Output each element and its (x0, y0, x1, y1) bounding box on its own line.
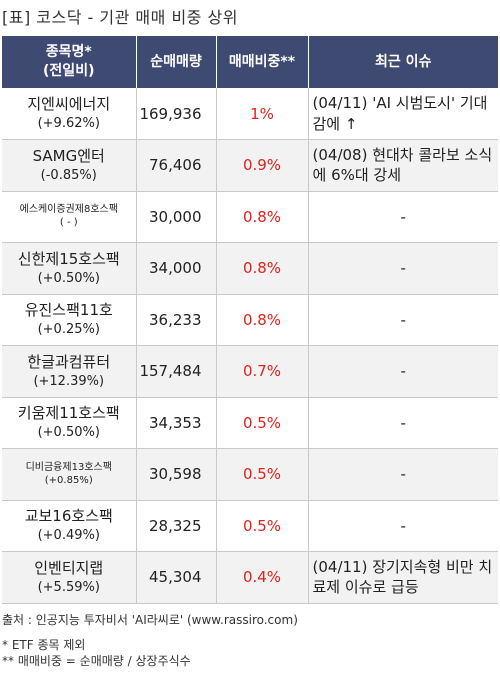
table-row: 인벤티지랩 (+5.59%) 45,304 0.4% (04/11) 장기지속형 비만 … (2, 551, 498, 604)
institution-trading-table: 종목명* (전일비) 순매매량 매매비중** 최근 이슈 지엔씨에너지 (+9.6… (2, 36, 498, 604)
table-row: 신한제15호스팩 (+0.50%) 34,000 0.8% - (2, 242, 498, 295)
trade-ratio: 1% (216, 88, 309, 140)
stock-name-cell: 지엔씨에너지 (+9.62%) (2, 88, 137, 140)
stock-change: (-0.85%) (40, 167, 97, 183)
stock-change: (+0.49%) (37, 528, 100, 544)
trade-ratio: 0.5% (216, 500, 309, 552)
recent-issue: - (400, 207, 406, 226)
stock-name: 인벤티지랩 (34, 558, 104, 577)
net-volume: 76,406 (136, 139, 217, 192)
recent-issue-cell: (04/11) 장기지속형 비만 치료제 이슈로 급등 (308, 551, 498, 604)
trade-ratio: 0.5% (216, 448, 309, 501)
net-volume: 157,484 (136, 345, 217, 398)
table-row: 교보16호스팩 (+0.49%) 28,325 0.5% - (2, 500, 498, 552)
recent-issue: (04/08) 현대차 콜라보 소식에 6%대 강세 (312, 146, 493, 185)
table-row: 유진스팩11호 (+0.25%) 36,233 0.8% - (2, 294, 498, 346)
stock-change: (+0.50%) (37, 425, 100, 441)
header-row: 종목명* (전일비) 순매매량 매매비중** 최근 이슈 (2, 36, 498, 88)
trade-ratio: 0.5% (216, 397, 309, 449)
stock-name-cell: 유진스팩11호 (+0.25%) (2, 294, 137, 346)
header-issue: 최근 이슈 (308, 36, 498, 88)
trade-ratio: 0.8% (216, 191, 309, 243)
stock-name-cell: SAMG엔터 (-0.85%) (2, 139, 137, 192)
recent-issue: (04/11) 장기지속형 비만 치료제 이슈로 급등 (312, 558, 493, 597)
stock-name-cell: 디비금융제13호스팩 (+0.85%) (2, 448, 137, 501)
table-title: [표] 코스닥 - 기관 매매 비중 상위 (2, 8, 238, 27)
net-volume: 34,000 (136, 242, 217, 295)
recent-issue: - (400, 259, 406, 278)
table-row: 디비금융제13호스팩 (+0.85%) 30,598 0.5% - (2, 448, 498, 501)
stock-name-cell: 신한제15호스팩 (+0.50%) (2, 242, 137, 295)
table-row: 지엔씨에너지 (+9.62%) 169,936 1% (04/11) 'AI 시범도시'… (2, 88, 498, 140)
stock-name: 에스케이증권제8호스팩 (19, 204, 118, 216)
net-volume: 45,304 (136, 551, 217, 604)
trade-ratio: 0.8% (216, 294, 309, 346)
header-ratio: 매매비중** (216, 36, 309, 88)
stock-name: 유진스팩11호 (24, 301, 113, 320)
stock-name-cell: 교보16호스팩 (+0.49%) (2, 500, 137, 552)
stock-name: SAMG엔터 (32, 146, 105, 165)
recent-issue-cell: - (308, 242, 498, 295)
stock-name: 한글과컴퓨터 (27, 352, 111, 371)
recent-issue: - (400, 465, 406, 484)
stock-name: 교보16호스팩 (24, 507, 113, 526)
recent-issue-cell: (04/08) 현대차 콜라보 소식에 6%대 강세 (308, 139, 498, 192)
note-ratio: ** 매매비중 = 순매매량 / 상장주식수 (2, 654, 191, 668)
stock-name-cell: 키움제11호스팩 (+0.50%) (2, 397, 137, 449)
stock-name-cell: 에스케이증권제8호스팩( - ) (2, 191, 137, 243)
header-name: 종목명* (전일비) (2, 36, 137, 88)
note-etf: * ETF 종목 제외 (2, 638, 86, 652)
trade-ratio: 0.4% (216, 551, 309, 604)
header-name-line1: 종목명* (45, 44, 92, 61)
recent-issue-cell: - (308, 191, 498, 243)
stock-change: (+9.62%) (37, 115, 100, 131)
stock-name-cell: 한글과컴퓨터 (+12.39%) (2, 345, 137, 398)
source-text: 출처 : 인공지능 투자비서 'AI라씨로' (www.rassiro.com) (2, 613, 298, 627)
recent-issue-cell: - (308, 397, 498, 449)
stock-change: (+0.50%) (37, 270, 100, 286)
table-row: 한글과컴퓨터 (+12.39%) 157,484 0.7% - (2, 345, 498, 398)
recent-issue: - (400, 362, 406, 381)
trade-ratio: 0.9% (216, 139, 309, 192)
recent-issue: - (400, 310, 406, 329)
table-row: SAMG엔터 (-0.85%) 76,406 0.9% (04/08) 현대차 콜라보 … (2, 139, 498, 192)
recent-issue: - (400, 413, 406, 432)
stock-name: 지엔씨에너지 (27, 94, 111, 113)
stock-name: 신한제15호스팩 (17, 249, 120, 268)
net-volume: 30,000 (136, 191, 217, 243)
stock-change: (+5.59%) (37, 579, 100, 595)
table-row: 에스케이증권제8호스팩( - ) 30,000 0.8% - (2, 191, 498, 243)
stock-change: ( - ) (59, 217, 78, 229)
net-volume: 36,233 (136, 294, 217, 346)
net-volume: 30,598 (136, 448, 217, 501)
trade-ratio: 0.7% (216, 345, 309, 398)
recent-issue-cell: (04/11) 'AI 시범도시' 기대감에 ↑ (308, 88, 498, 140)
recent-issue-cell: - (308, 345, 498, 398)
trade-ratio: 0.8% (216, 242, 309, 295)
stock-name: 디비금융제13호스팩 (25, 461, 112, 473)
recent-issue: (04/11) 'AI 시범도시' 기대감에 ↑ (312, 94, 488, 133)
net-volume: 34,353 (136, 397, 217, 449)
stock-change: (+12.39%) (33, 373, 105, 389)
stock-change: (+0.25%) (37, 322, 100, 338)
header-name-line2: (전일비) (43, 63, 95, 79)
stock-name: 키움제11호스팩 (17, 404, 120, 423)
recent-issue-cell: - (308, 500, 498, 552)
net-volume: 28,325 (136, 500, 217, 552)
stock-change: (+0.85%) (44, 474, 93, 486)
recent-issue-cell: - (308, 448, 498, 501)
recent-issue: - (400, 516, 406, 535)
net-volume: 169,936 (136, 88, 217, 140)
header-volume: 순매매량 (136, 36, 217, 88)
table-row: 키움제11호스팩 (+0.50%) 34,353 0.5% - (2, 397, 498, 449)
recent-issue-cell: - (308, 294, 498, 346)
stock-name-cell: 인벤티지랩 (+5.59%) (2, 551, 137, 604)
